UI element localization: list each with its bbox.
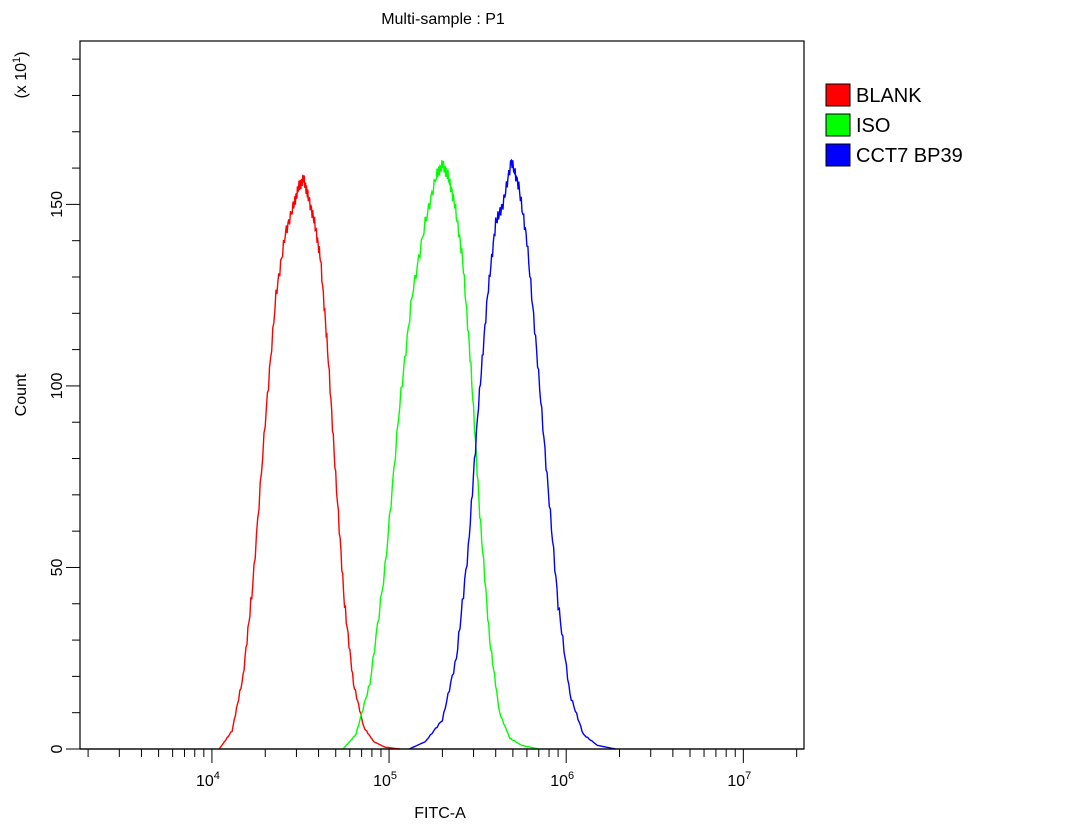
legend-label: ISO [856,115,890,137]
x-axis: 104 105 106 107 [80,748,804,790]
x-axis-label: FITC-A [414,805,466,822]
legend-swatch [825,113,851,137]
y-tick-label: 150 [49,191,66,218]
legend-label: CCT7 BP39 [856,145,963,167]
series-line-iso [342,160,539,750]
legend-swatch [825,83,851,107]
x-tick-label: 107 [727,770,751,790]
series-line-cct7-bp39 [408,158,616,750]
chart-title: Multi-sample : P1 [381,11,505,28]
series-line-blank [218,174,400,750]
x-tick-label: 105 [373,770,397,790]
y-tick-label: 100 [49,372,66,399]
histogram-curves [218,158,616,750]
y-axis-multiplier: (x 101) [11,51,30,98]
y-axis: 0 50 100 150 [49,58,80,753]
y-axis-label: Count [13,373,30,416]
legend: BLANK ISO CCT7 BP39 [825,83,963,167]
legend-swatch [825,143,851,167]
y-tick-label: 0 [49,744,66,753]
y-tick-label: 50 [49,558,66,576]
x-tick-label: 104 [196,770,220,790]
x-tick-label: 106 [550,770,574,790]
legend-label: BLANK [856,85,922,107]
